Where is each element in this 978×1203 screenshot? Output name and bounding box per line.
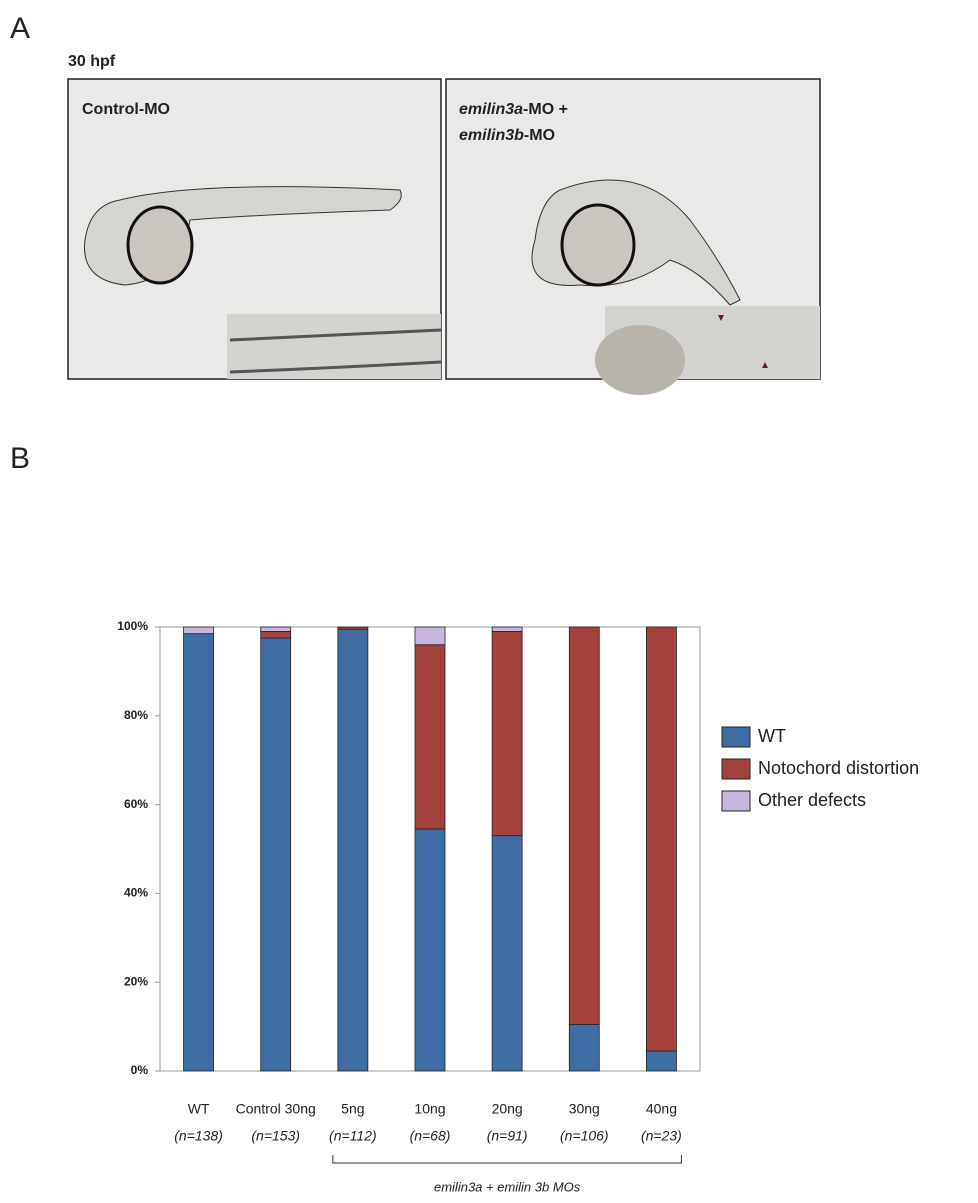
bar-segment bbox=[261, 638, 291, 1071]
panel-label: A bbox=[10, 12, 30, 45]
label-part: emilin3a bbox=[459, 101, 523, 118]
sample-size: (n=106) bbox=[560, 1128, 609, 1144]
sample-size: (n=153) bbox=[251, 1128, 300, 1144]
legend-swatch bbox=[722, 759, 750, 779]
x-tick-label: 30ng bbox=[569, 1101, 600, 1117]
legend-label: Other defects bbox=[758, 790, 866, 810]
bar-segment bbox=[261, 631, 291, 638]
bracket bbox=[333, 1155, 682, 1163]
x-tick-label: 5ng bbox=[341, 1101, 364, 1117]
timepoint-label: 30 hpf bbox=[68, 53, 116, 70]
legend-label: Notochord distortion bbox=[758, 758, 919, 778]
page: {"panel_a": {"label": "A", "timepoint": … bbox=[0, 0, 978, 1203]
bar-segment bbox=[338, 627, 368, 629]
bracket-label: emilin3a + emilin 3b MOs bbox=[434, 1179, 581, 1194]
bar-segment bbox=[646, 1051, 676, 1071]
sample-size: (n=91) bbox=[487, 1128, 528, 1144]
bar-segment bbox=[261, 627, 291, 631]
image-label: emilin3b-MO bbox=[459, 127, 555, 144]
image-label: Control-MO bbox=[82, 101, 170, 118]
bar-segment bbox=[492, 631, 522, 835]
sample-size: (n=23) bbox=[641, 1128, 682, 1144]
legend-swatch bbox=[722, 727, 750, 747]
y-tick-label: 40% bbox=[124, 886, 148, 900]
label-part: -MO bbox=[524, 127, 555, 144]
figure: A 30 hpf Control-MO emilin3a-MO + emilin… bbox=[0, 0, 978, 1198]
image-label: emilin3a-MO + bbox=[459, 101, 568, 118]
bar-segment bbox=[415, 829, 445, 1071]
y-tick-label: 80% bbox=[124, 708, 148, 722]
legend-label: WT bbox=[758, 726, 786, 746]
x-tick-label: 10ng bbox=[414, 1101, 445, 1117]
y-tick-label: 100% bbox=[117, 619, 148, 633]
sample-size: (n=112) bbox=[329, 1128, 377, 1144]
bar-segment bbox=[492, 627, 522, 631]
legend-swatch bbox=[722, 791, 750, 811]
bar-segment bbox=[569, 1024, 599, 1071]
bar-segment bbox=[338, 629, 368, 1071]
chart: 0% 20% 40% 60% 80% 100% WT (n=138) Control 30ng (… bbox=[117, 619, 919, 1194]
y-tick-label: 20% bbox=[124, 974, 148, 988]
bar-segment bbox=[415, 645, 445, 829]
x-tick-label: Control 30ng bbox=[236, 1101, 316, 1117]
label-part: emilin3b bbox=[459, 127, 524, 144]
bar-segment bbox=[492, 836, 522, 1071]
bar-segment bbox=[646, 627, 676, 1051]
bar-segment bbox=[415, 627, 445, 645]
y-tick-label: 0% bbox=[131, 1063, 149, 1077]
x-tick-label: WT bbox=[188, 1101, 210, 1117]
x-tick-label: 20ng bbox=[492, 1101, 523, 1117]
micrograph bbox=[68, 79, 441, 379]
panel-label: B bbox=[10, 442, 30, 475]
bar-segment bbox=[569, 627, 599, 1024]
label-part: -MO + bbox=[523, 101, 568, 118]
y-tick-label: 60% bbox=[124, 797, 148, 811]
sample-size: (n=138) bbox=[174, 1128, 223, 1144]
bar-segment bbox=[184, 634, 214, 1071]
sample-size: (n=68) bbox=[410, 1128, 451, 1144]
x-tick-label: 40ng bbox=[646, 1101, 677, 1117]
bar-segment bbox=[184, 627, 214, 634]
